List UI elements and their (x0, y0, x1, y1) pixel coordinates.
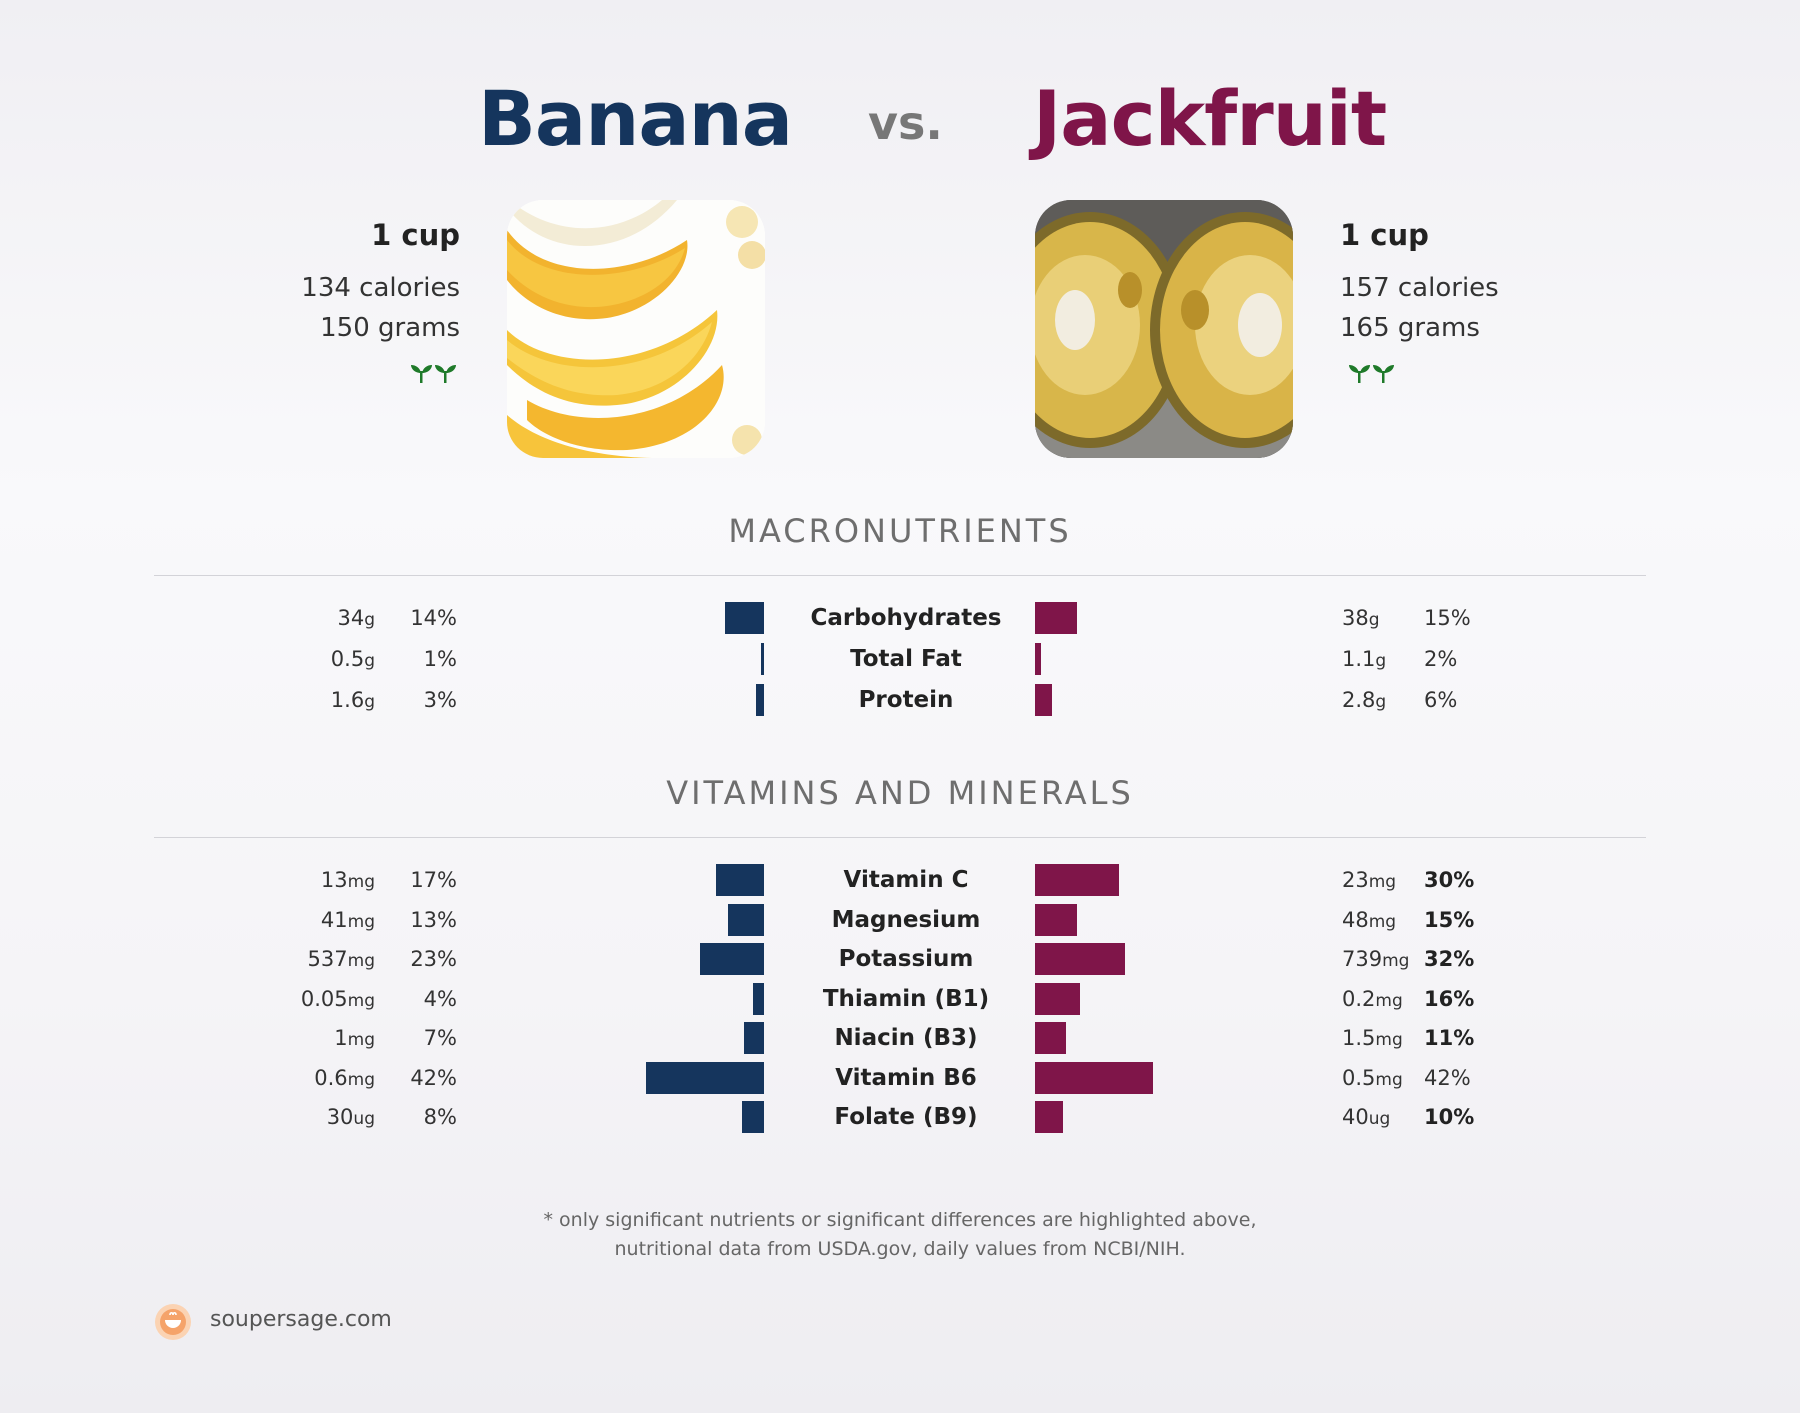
food-a-title: Banana (478, 74, 793, 163)
banana-bar (744, 1022, 764, 1054)
banana-bar (724, 602, 764, 634)
nutrient-label: Protein (858, 687, 954, 713)
b-amount: 0.5mg (1342, 1065, 1403, 1090)
a-amount: 13mg (320, 868, 375, 892)
food-a-sprout-icon (411, 365, 456, 383)
b-amount: 0.2mg (1342, 986, 1403, 1011)
food-a-calories: 134 calories (301, 273, 460, 303)
b-percent: 42% (1424, 1065, 1471, 1090)
jackfruit-bar (1035, 684, 1052, 716)
b-amount: 2.8g (1342, 688, 1387, 712)
nutrient-label: Magnesium (831, 906, 981, 933)
b-percent: 30% (1424, 868, 1475, 892)
nutrient-label: Vitamin C (843, 867, 969, 893)
a-percent: 1% (423, 647, 457, 671)
a-percent: 14% (410, 606, 457, 630)
nutrient-label: Total Fat (850, 646, 962, 672)
a-percent: 17% (410, 868, 457, 892)
b-percent: 15% (1424, 606, 1471, 630)
b-amount: 38g (1342, 606, 1380, 630)
a-amount: 0.5g (330, 647, 375, 671)
food-a-serving: 1 cup (371, 218, 460, 252)
a-percent: 23% (410, 947, 457, 971)
a-percent: 42% (410, 1065, 457, 1090)
vitamins-divider (154, 837, 1646, 838)
jackfruit-bar (1035, 1101, 1063, 1133)
b-percent: 6% (1424, 688, 1458, 712)
nutrient-label: Folate (B9) (834, 1104, 978, 1130)
banana-bar (761, 643, 764, 675)
soupersage-logo-icon (155, 1304, 191, 1340)
macronutrients-heading: MACRONUTRIENTS (728, 512, 1072, 550)
a-amount: 34g (337, 606, 375, 630)
banana-bar (752, 982, 764, 1015)
footer-site-link[interactable]: soupersage.com (210, 1307, 392, 1332)
b-amount: 1.5mg (1342, 1026, 1403, 1050)
banana-photo (507, 200, 765, 458)
b-percent: 11% (1424, 1026, 1475, 1050)
nutrient-label: Potassium (838, 946, 974, 972)
footnote-line-2: nutritional data from USDA.gov, daily va… (614, 1238, 1186, 1260)
food-b-sprout-icon (1349, 365, 1394, 383)
b-amount: 739mg (1342, 947, 1410, 971)
jackfruit-bar (1035, 943, 1125, 975)
nutrient-label: Niacin (B3) (834, 1025, 978, 1051)
banana-bar (646, 1061, 764, 1094)
food-b-grams: 165 grams (1340, 313, 1480, 343)
nutrient-label: Thiamin (B1) (822, 985, 990, 1012)
jackfruit-bar (1035, 903, 1077, 936)
b-percent: 10% (1424, 1105, 1475, 1129)
jackfruit-bar (1035, 982, 1080, 1015)
jackfruit-bar (1035, 602, 1077, 634)
b-percent: 15% (1424, 907, 1475, 932)
food-b-calories: 157 calories (1340, 273, 1499, 303)
food-b-serving: 1 cup (1340, 218, 1429, 252)
a-amount: 30ug (326, 1105, 375, 1129)
a-percent: 13% (410, 907, 457, 932)
b-amount: 23mg (1342, 868, 1397, 892)
a-amount: 1mg (334, 1026, 375, 1050)
vs-label: vs. (868, 96, 943, 150)
jackfruit-bar (1035, 1022, 1066, 1054)
banana-bar (727, 903, 764, 936)
a-percent: 7% (423, 1026, 457, 1050)
b-percent: 32% (1424, 947, 1475, 971)
banana-bar (716, 864, 764, 896)
a-amount: 0.05mg (300, 986, 375, 1011)
b-percent: 2% (1424, 647, 1458, 671)
b-amount: 1.1g (1342, 647, 1387, 671)
a-percent: 8% (423, 1105, 457, 1129)
a-amount: 41mg (320, 907, 375, 932)
a-percent: 4% (423, 986, 457, 1011)
banana-bar (699, 943, 764, 975)
a-amount: 537mg (307, 947, 375, 971)
jackfruit-photo (1035, 200, 1293, 458)
a-amount: 0.6mg (314, 1065, 375, 1090)
banana-bar (741, 1101, 764, 1133)
b-percent: 16% (1424, 986, 1475, 1011)
a-percent: 3% (423, 688, 457, 712)
jackfruit-bar (1035, 864, 1119, 896)
a-amount: 1.6g (330, 688, 375, 712)
food-a-grams: 150 grams (320, 313, 460, 343)
food-b-title: Jackfruit (1033, 74, 1387, 163)
banana-bar (755, 684, 764, 716)
vitamins-heading: VITAMINS AND MINERALS (666, 774, 1134, 812)
b-amount: 48mg (1342, 907, 1397, 932)
nutrient-label: Vitamin B6 (835, 1064, 977, 1091)
macronutrients-divider (154, 575, 1646, 576)
jackfruit-bar (1035, 643, 1041, 675)
footnote-line-1: * only significant nutrients or signific… (543, 1209, 1257, 1231)
jackfruit-bar (1035, 1061, 1153, 1094)
nutrient-label: Carbohydrates (810, 605, 1002, 631)
b-amount: 40ug (1342, 1105, 1391, 1129)
